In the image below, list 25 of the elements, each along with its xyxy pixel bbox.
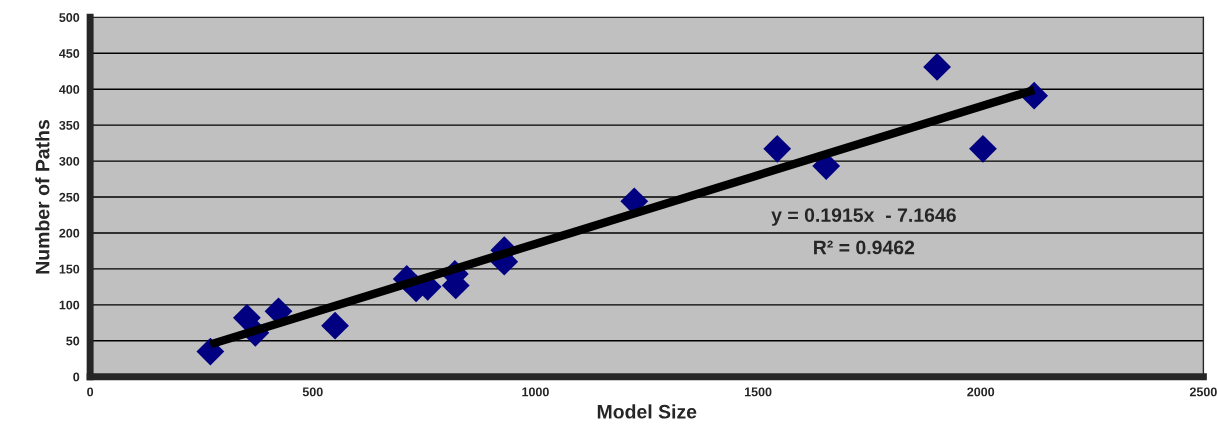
y-tick-label: 200 bbox=[59, 228, 80, 238]
y-tick-label: 150 bbox=[59, 264, 80, 274]
y-tick-label: 300 bbox=[59, 156, 80, 166]
point bbox=[763, 134, 792, 163]
annotation: R² = 0.9462 bbox=[814, 240, 915, 255]
y-tick-label: 500 bbox=[59, 13, 80, 22]
point bbox=[321, 311, 349, 340]
y-tick-label: 450 bbox=[59, 49, 80, 58]
y-tick-label: 50 bbox=[66, 336, 80, 346]
y-tick-label: 250 bbox=[59, 192, 80, 202]
y-tick-label: 400 bbox=[59, 85, 80, 94]
x-tick-label: 2000 bbox=[967, 387, 995, 397]
y-tick-label: 0 bbox=[73, 372, 80, 382]
point bbox=[969, 134, 997, 163]
x-tick-label: 0 bbox=[87, 387, 94, 397]
annotation: y = 0.1915x - 7.1646 bbox=[771, 208, 956, 226]
x-tick-label: 2500 bbox=[1189, 387, 1217, 397]
x-tick-label: 1000 bbox=[522, 387, 549, 397]
x-axis-title: Model Size bbox=[597, 404, 697, 419]
point bbox=[923, 53, 951, 81]
x-tick-label: 1500 bbox=[744, 387, 772, 397]
y-tick-label: 100 bbox=[59, 300, 80, 310]
y-axis-title: Number of Paths bbox=[35, 120, 50, 274]
y-tick-label: 350 bbox=[59, 120, 80, 130]
x-tick-label: 500 bbox=[302, 387, 323, 397]
